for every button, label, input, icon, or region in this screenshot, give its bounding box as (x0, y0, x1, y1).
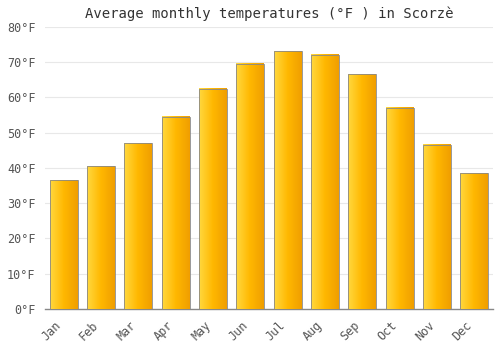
Bar (124, 143, 152, 309)
Title: Average monthly temperatures (°F ) in Scorzè: Average monthly temperatures (°F ) in Sc… (85, 7, 454, 21)
Bar (50, 180, 78, 309)
Bar (460, 173, 488, 309)
Bar (162, 117, 190, 309)
Bar (274, 51, 302, 309)
Bar (236, 64, 264, 309)
Bar (199, 89, 227, 309)
Bar (87, 166, 115, 309)
Bar (348, 75, 376, 309)
Bar (386, 108, 413, 309)
Bar (423, 145, 451, 309)
Bar (311, 55, 339, 309)
